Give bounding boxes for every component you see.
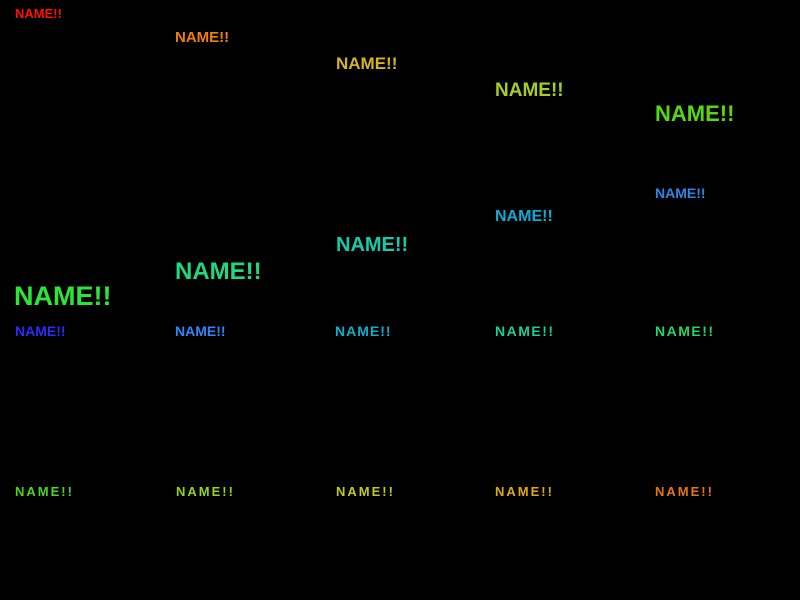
name-text-11: NAME!! <box>15 323 66 339</box>
name-text-16: NAME!! <box>15 484 74 499</box>
name-text-10: NAME!! <box>14 281 112 311</box>
name-text-15: NAME!! <box>655 323 715 339</box>
name-text-18: NAME!! <box>336 484 395 499</box>
name-text-20: NAME!! <box>655 484 714 499</box>
name-text-1: NAME!! <box>15 6 62 21</box>
name-text-7: NAME!! <box>495 208 553 225</box>
name-text-9: NAME!! <box>175 258 262 285</box>
name-text-13: NAME!! <box>335 323 392 339</box>
name-text-8: NAME!! <box>336 234 409 256</box>
name-text-14: NAME!! <box>495 323 555 339</box>
name-text-12: NAME!! <box>175 323 226 339</box>
name-text-17: NAME!! <box>176 484 235 499</box>
name-text-5: NAME!! <box>655 101 735 126</box>
name-text-6: NAME!! <box>655 185 706 201</box>
name-text-2: NAME!! <box>175 29 230 46</box>
name-text-4: NAME!! <box>495 80 564 101</box>
name-text-3: NAME!! <box>336 54 398 73</box>
name-text-19: NAME!! <box>495 484 554 499</box>
